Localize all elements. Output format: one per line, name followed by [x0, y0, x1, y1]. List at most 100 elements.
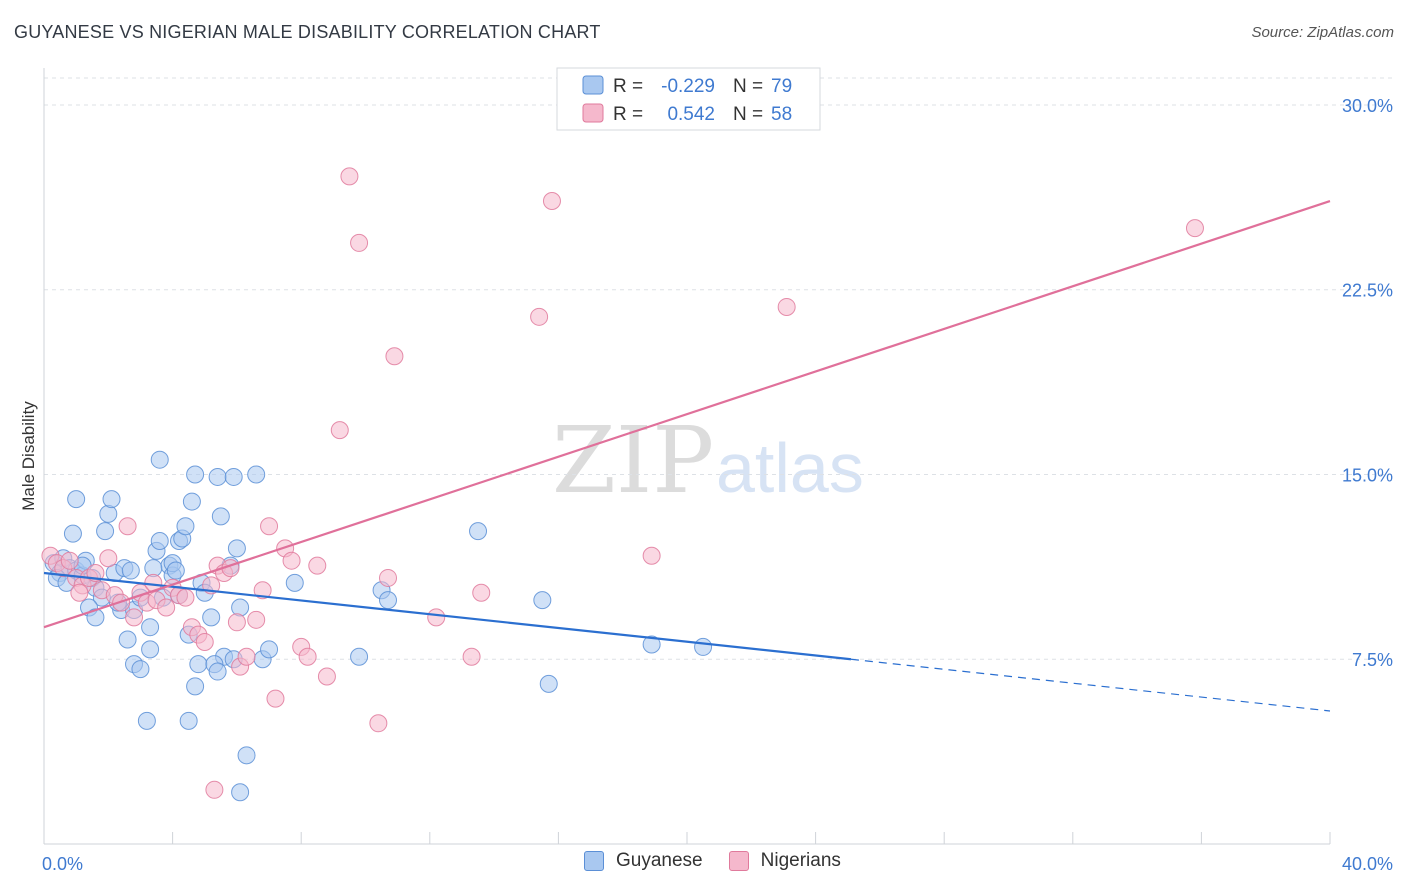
- guyanese-point: [137, 711, 156, 730]
- guyanese-point: [182, 492, 201, 511]
- nigerians-point: [70, 583, 89, 602]
- guyanese-point: [99, 504, 118, 523]
- guyanese-point: [208, 467, 227, 486]
- nigerians-point: [385, 347, 404, 366]
- y-axis-label: Male Disability: [19, 401, 38, 511]
- nigerians-point: [298, 647, 317, 666]
- gridlines: [44, 77, 1392, 660]
- nigerians-point: [266, 689, 285, 708]
- y-tick-label: 22.5%: [1342, 281, 1393, 301]
- nigerians-point: [642, 546, 661, 565]
- guyanese-point: [260, 640, 279, 659]
- y-tick-label: 15.0%: [1342, 465, 1393, 485]
- legend-item-nigerians: Nigerians: [728, 850, 841, 872]
- guyanese-point: [121, 561, 140, 580]
- nigerians-point: [205, 780, 224, 799]
- nigerians-point: [308, 556, 327, 575]
- guyanese-point: [102, 490, 121, 509]
- legend-item-guyanese: Guyanese: [584, 850, 703, 872]
- chart-title: GUYANESE VS NIGERIAN MALE DISABILITY COR…: [14, 22, 601, 42]
- guyanese-point: [86, 608, 105, 627]
- nigerians-point: [60, 551, 79, 570]
- guyanese-point: [63, 524, 82, 543]
- guyanese-point: [237, 746, 256, 765]
- series-legend: Guyanese Nigerians: [584, 850, 867, 872]
- nigerians-point: [1185, 219, 1204, 238]
- stats-n-label-guyanese: N =: [733, 76, 763, 97]
- nigerians-point: [330, 421, 349, 440]
- guyanese-point: [189, 655, 208, 674]
- watermark-zip: ZIP: [552, 407, 714, 514]
- nigerians-point: [118, 517, 137, 536]
- nigerians-point: [247, 610, 266, 629]
- nigerians-point: [379, 568, 398, 587]
- guyanese-point: [150, 531, 169, 550]
- legend-label-guyanese: Guyanese: [616, 850, 703, 871]
- nigerians-point: [282, 551, 301, 570]
- stats-swatch-nigerians: [582, 103, 604, 123]
- stats-n-label-nigerians: N =: [733, 104, 763, 125]
- guyanese-point: [469, 522, 488, 541]
- trend-line-guyanese-extension: [850, 658, 1331, 712]
- trend-lines: [43, 199, 1331, 712]
- nigerians-point: [350, 233, 369, 252]
- guyanese-point: [176, 517, 195, 536]
- guyanese-point: [350, 647, 369, 666]
- guyanese-point: [694, 637, 713, 656]
- guyanese-point: [118, 630, 137, 649]
- nigerians-point: [176, 588, 195, 607]
- series-nigerians: [41, 167, 1204, 799]
- stats-swatch-guyanese: [582, 75, 604, 95]
- watermark-atlas: atlas: [716, 429, 864, 507]
- trend-line-guyanese: [43, 571, 852, 661]
- nigerians-point: [427, 608, 446, 627]
- nigerians-point: [253, 581, 272, 600]
- nigerians-point: [777, 297, 796, 316]
- guyanese-point: [539, 674, 558, 693]
- stats-n-value-nigerians: 58: [771, 104, 792, 125]
- guyanese-point: [179, 711, 198, 730]
- trend-line-nigerians: [43, 199, 1331, 629]
- legend-label-nigerians: Nigerians: [760, 850, 841, 871]
- guyanese-point: [642, 635, 661, 654]
- stats-r-value-nigerians: 0.542: [667, 104, 715, 125]
- guyanese-point: [379, 591, 398, 610]
- nigerians-point: [227, 613, 246, 632]
- nigerians-point: [125, 608, 144, 627]
- nigerians-point: [317, 667, 336, 686]
- legend-swatch-nigerians: [728, 851, 749, 871]
- x-tick-label-min: 0.0%: [42, 854, 83, 874]
- guyanese-point: [231, 598, 250, 617]
- legend-swatch-guyanese: [584, 851, 604, 871]
- guyanese-point: [166, 561, 185, 580]
- guyanese-point: [141, 618, 160, 637]
- nigerians-point: [462, 647, 481, 666]
- y-tick-labels: 7.5% 15.0% 22.5% 30.0%: [1342, 96, 1393, 670]
- nigerians-point: [237, 647, 256, 666]
- guyanese-point: [247, 465, 266, 484]
- guyanese-point: [186, 465, 205, 484]
- guyanese-point: [208, 662, 227, 681]
- y-tick-label: 7.5%: [1352, 650, 1393, 670]
- guyanese-point: [67, 490, 86, 509]
- x-tick-label-max: 40.0%: [1342, 854, 1393, 874]
- guyanese-point: [150, 450, 169, 469]
- guyanese-point: [186, 677, 205, 696]
- guyanese-point: [141, 640, 160, 659]
- nigerians-point: [472, 583, 491, 602]
- guyanese-point: [224, 467, 243, 486]
- stats-r-label-guyanese: R =: [613, 76, 643, 97]
- nigerians-point: [195, 632, 214, 651]
- stats-r-label-nigerians: R =: [613, 104, 643, 125]
- guyanese-point: [231, 783, 250, 802]
- guyanese-point: [227, 539, 246, 558]
- nigerians-point: [340, 167, 359, 186]
- guyanese-point: [131, 660, 150, 679]
- nigerians-point: [260, 517, 279, 536]
- guyanese-point: [533, 591, 552, 610]
- stats-n-value-guyanese: 79: [771, 76, 792, 97]
- nigerians-point: [369, 714, 388, 733]
- nigerians-point: [157, 598, 176, 617]
- guyanese-point: [211, 507, 230, 526]
